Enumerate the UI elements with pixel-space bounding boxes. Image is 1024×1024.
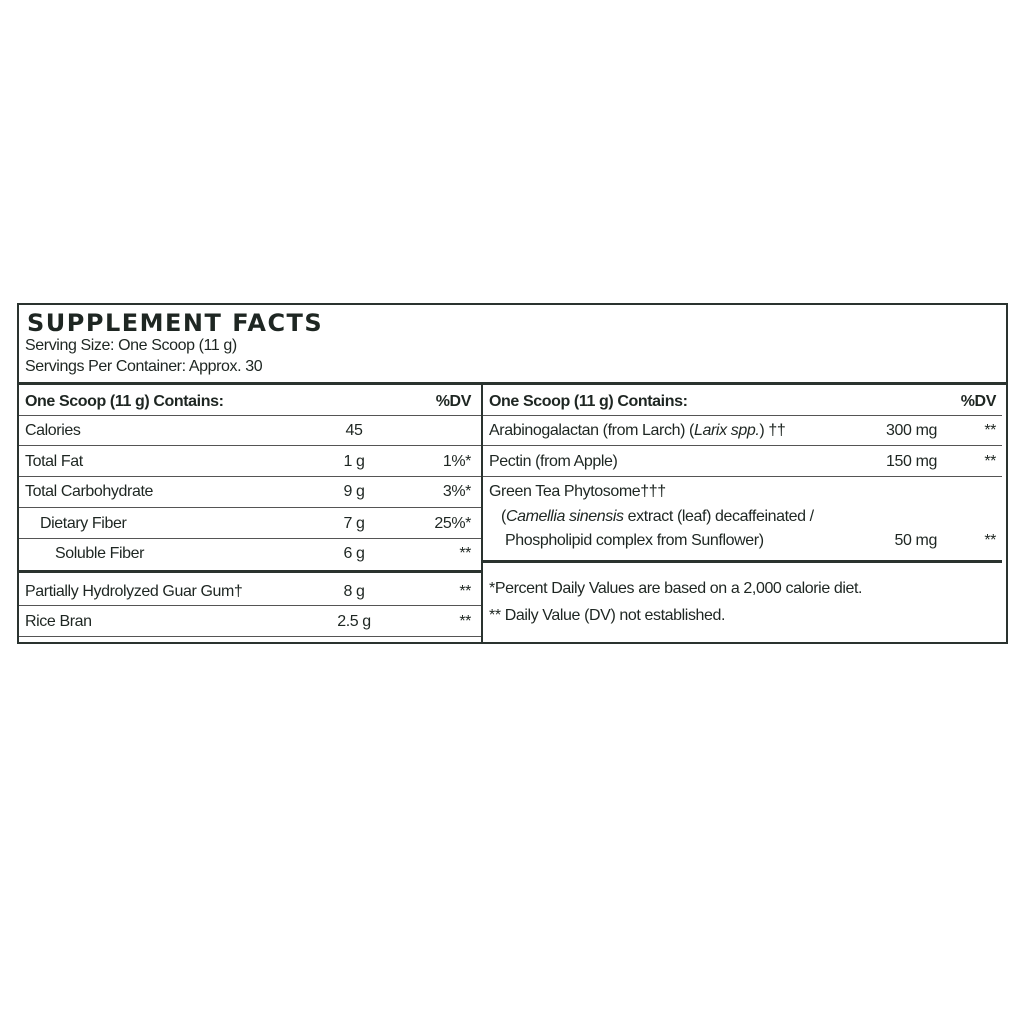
ingredient-amount: 50 mg (894, 532, 938, 549)
supplement-facts-panel: SUPPLEMENT FACTS Serving Size: One Scoop… (17, 303, 1008, 644)
ingredient-name: Green Tea Phytosome††† (489, 483, 666, 500)
right-header-label: One Scoop (11 g) Contains: (489, 393, 688, 410)
divider (19, 538, 481, 539)
divider (19, 507, 481, 508)
nutrient-name: Soluble Fiber (55, 545, 145, 562)
ingredient-description: Phospholipid complex from Sunflower) (505, 532, 764, 549)
ingredient-description: (Camellia sinensis extract (leaf) decaff… (501, 508, 814, 525)
footnote: *Percent Daily Values are based on a 2,0… (489, 580, 863, 597)
divider (19, 382, 1006, 385)
nutrient-amount: 6 g (343, 545, 365, 562)
nutrient-name: Calories (25, 422, 81, 439)
divider (19, 570, 481, 573)
nutrient-amount: 2.5 g (337, 613, 371, 630)
left-header-dv: %DV (435, 393, 472, 410)
divider (19, 476, 481, 477)
ingredient-dv: ** (984, 453, 996, 470)
ingredient-dv: ** (984, 422, 996, 439)
panel-title: SUPPLEMENT FACTS (27, 309, 324, 337)
column-divider (481, 384, 483, 642)
divider (19, 445, 481, 446)
nutrient-dv: ** (459, 545, 471, 562)
nutrient-amount: 1 g (343, 453, 365, 470)
divider (19, 415, 481, 416)
nutrient-name: Dietary Fiber (40, 515, 127, 532)
ingredient-name: Arabinogalactan (from Larch) (Larix spp.… (489, 422, 786, 439)
ingredient-name: Pectin (from Apple) (489, 453, 618, 470)
nutrient-dv: ** (459, 613, 471, 630)
nutrient-dv: ** (459, 583, 471, 600)
footnote: ** Daily Value (DV) not established. (489, 607, 726, 624)
ingredient-amount: 300 mg (886, 422, 937, 439)
right-header-dv: %DV (960, 393, 997, 410)
nutrient-amount: 8 g (343, 583, 365, 600)
servings-per-container: Servings Per Container: Approx. 30 (25, 358, 263, 375)
serving-size: Serving Size: One Scoop (11 g) (25, 337, 237, 354)
nutrient-dv: 1%* (442, 453, 472, 470)
divider (483, 560, 1002, 563)
divider (483, 415, 1002, 416)
nutrient-name: Partially Hydrolyzed Guar Gum† (25, 583, 243, 600)
divider (483, 445, 1002, 446)
nutrient-dv: 25%* (434, 515, 471, 532)
nutrient-amount: 45 (345, 422, 363, 439)
ingredient-amount: 150 mg (886, 453, 937, 470)
nutrient-name: Total Carbohydrate (25, 483, 153, 500)
nutrient-name: Rice Bran (25, 613, 92, 630)
nutrient-dv: 3%* (442, 483, 472, 500)
nutrient-amount: 9 g (343, 483, 365, 500)
left-header-label: One Scoop (11 g) Contains: (25, 393, 224, 410)
nutrient-amount: 7 g (343, 515, 365, 532)
ingredient-dv: ** (984, 532, 996, 549)
divider (19, 605, 481, 606)
nutrient-name: Total Fat (25, 453, 83, 470)
divider (19, 636, 481, 637)
divider (483, 476, 1002, 477)
